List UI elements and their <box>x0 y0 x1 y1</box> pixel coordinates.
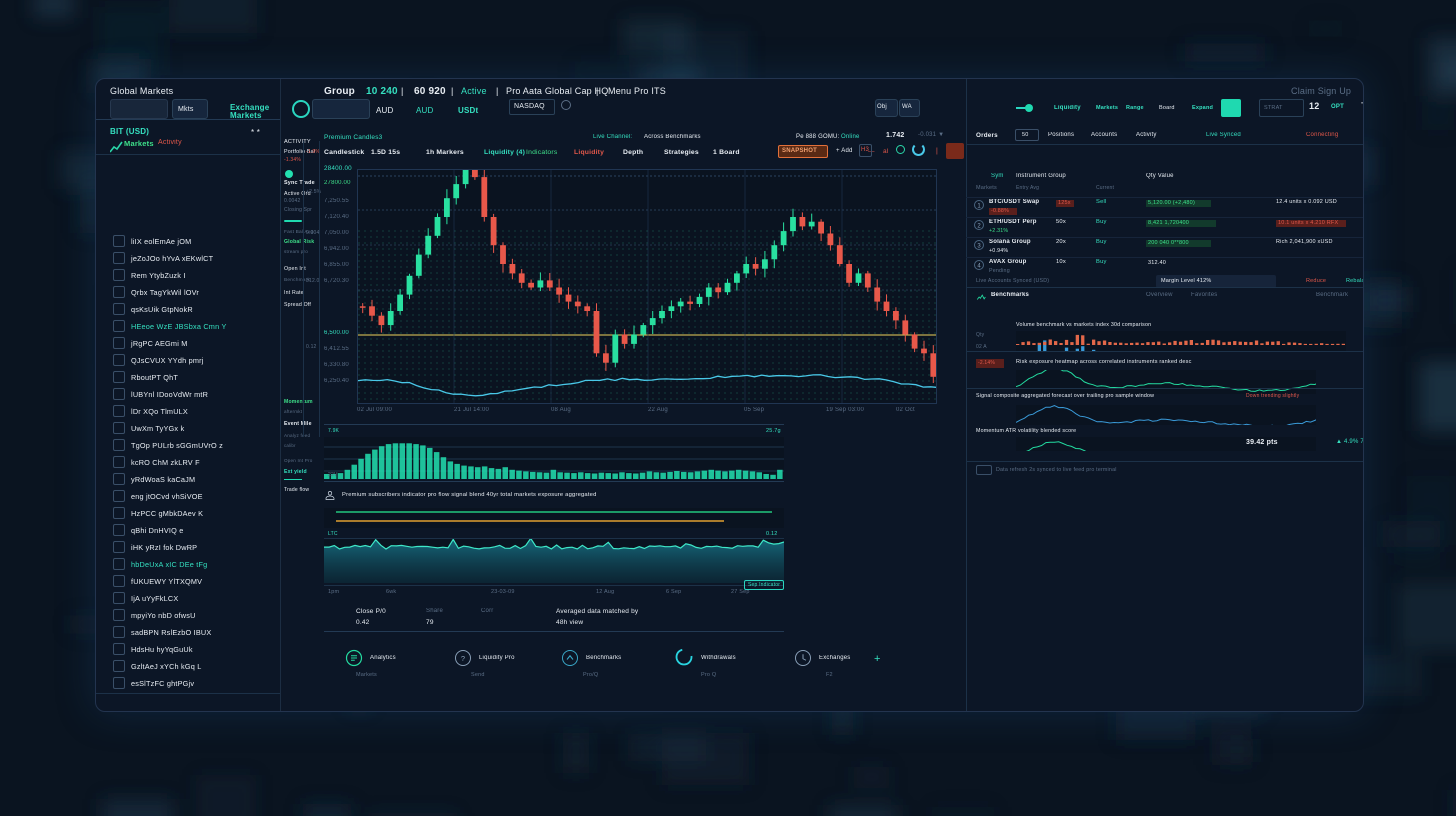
svg-text:2: 2 <box>977 224 981 230</box>
svg-text:3: 3 <box>977 244 981 250</box>
svg-text:4: 4 <box>977 264 981 270</box>
svg-text:1: 1 <box>977 204 981 210</box>
svg-text:?: ? <box>461 654 465 663</box>
